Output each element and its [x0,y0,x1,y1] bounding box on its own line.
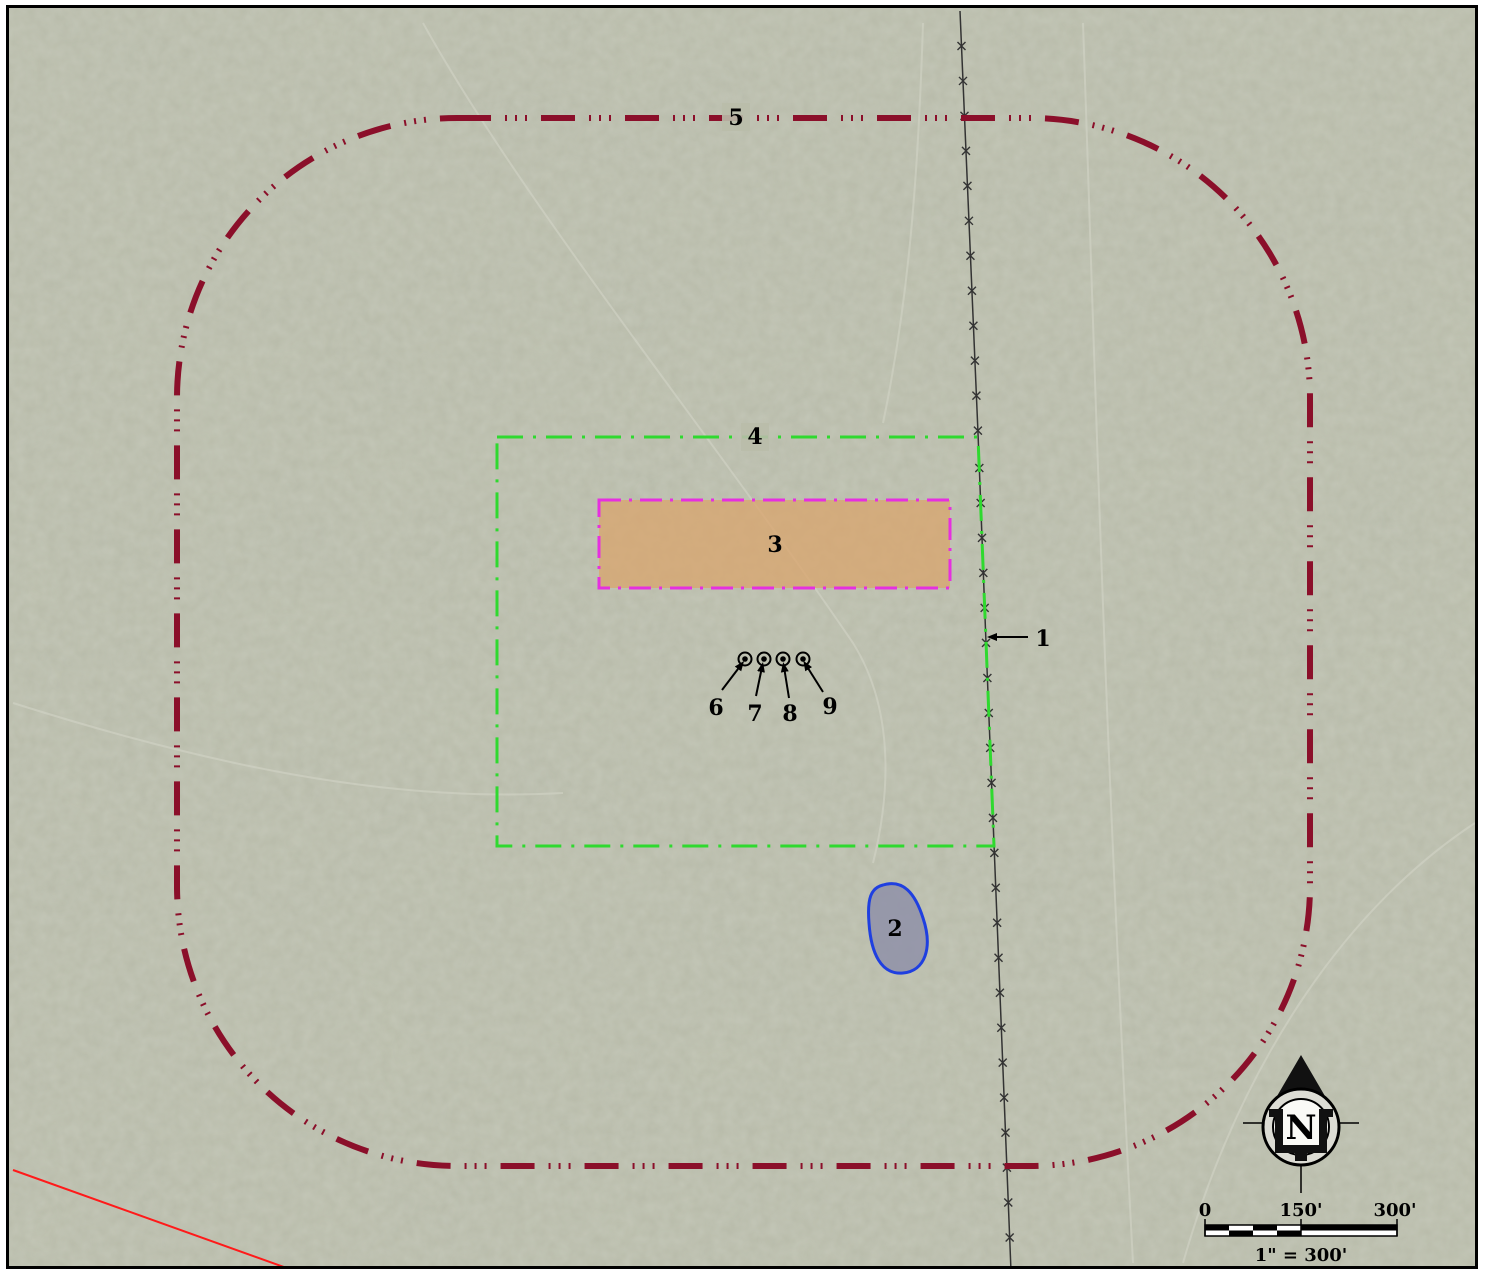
fence-x-marker [970,356,980,366]
fence-x-marker [992,918,1002,928]
fence-line [956,10,1015,1266]
section-line [12,1169,285,1266]
north-arrow-letter: N [1285,1108,1316,1148]
scale-tick-mid: 150' [1279,1200,1322,1221]
well-6-leader [721,661,745,691]
fence-x-marker [971,391,981,401]
map-frame: 5 4 3 2 1 6 7 8 9 N 0 150' 300' 1" = 300… [6,5,1478,1269]
scale-ratio: 1" = 300' [1255,1245,1348,1266]
label-well-7: 7 [747,701,762,727]
fence-x-marker [1000,1128,1010,1138]
label-disturbance-area: 4 [747,424,762,450]
label-well-9: 9 [822,694,837,720]
label-fence-line: 1 [1035,626,1050,652]
fence-x-marker [965,251,975,261]
label-well-6: 6 [708,695,723,721]
fence-x-marker [973,426,983,436]
pond [867,882,929,975]
scale-seg-3 [1253,1225,1277,1231]
fence-x-marker [962,181,972,191]
fence-x-marker [961,146,971,156]
fence-x-marker [991,883,1001,893]
label-buffer-boundary: 5 [728,105,743,131]
disturbance-area [495,435,996,848]
fence-x-marker [989,848,999,858]
feature-labels: 5 4 3 2 1 6 7 8 9 [708,103,1051,942]
fence-x-marker [988,813,998,823]
pad-area [597,498,952,590]
fence-x-marker [994,953,1004,963]
fence-x-marker [996,1023,1006,1033]
well-7-leader [755,662,765,697]
label-4-backdrop [741,423,769,451]
scale-seg-4 [1277,1230,1301,1236]
buffer-boundary [174,115,1313,1169]
fence-x-marker [958,76,968,86]
north-arrow: N [1243,1055,1359,1193]
scale-seg-5 [1301,1225,1397,1231]
well-group [721,651,824,699]
fence-x-marker [995,988,1005,998]
terrain-tracks [12,22,1475,1264]
scale-bar: 0 150' 300' 1" = 300' [1199,1200,1417,1266]
fence-x-marker [956,41,966,51]
well-9-leader [803,660,824,693]
fence-x-marker [977,533,987,543]
fence-x-marker [999,1093,1009,1103]
label-5-backdrop [722,103,750,131]
well-6-symbol [737,651,753,667]
scale-tick-end: 300' [1373,1200,1416,1221]
scale-seg-2 [1229,1230,1253,1236]
fence-x-marker [1003,1198,1013,1208]
fence-x-marker [978,568,988,578]
fence-x-marker [1005,1233,1015,1243]
fence-x-marker [967,286,977,296]
north-arrow-base [1295,1151,1307,1161]
scale-tick-0: 0 [1199,1200,1212,1221]
north-arrow-bracket-icon [1269,1109,1333,1153]
fence-x-marker [968,321,978,331]
well-9-symbol [795,651,811,667]
label-pad: 3 [767,532,782,558]
map-canvas: 5 4 3 2 1 6 7 8 9 N 0 150' 300' 1" = 300… [9,8,1475,1266]
well-8-leader [780,662,790,699]
label-well-8: 8 [782,701,797,727]
fence-x-marker [987,778,997,788]
fence-x-marker [998,1058,1008,1068]
fence-x-marker [964,216,974,226]
label-pond: 2 [887,916,902,942]
aerial-speckle [9,8,1475,1266]
scale-seg-1 [1205,1225,1229,1231]
